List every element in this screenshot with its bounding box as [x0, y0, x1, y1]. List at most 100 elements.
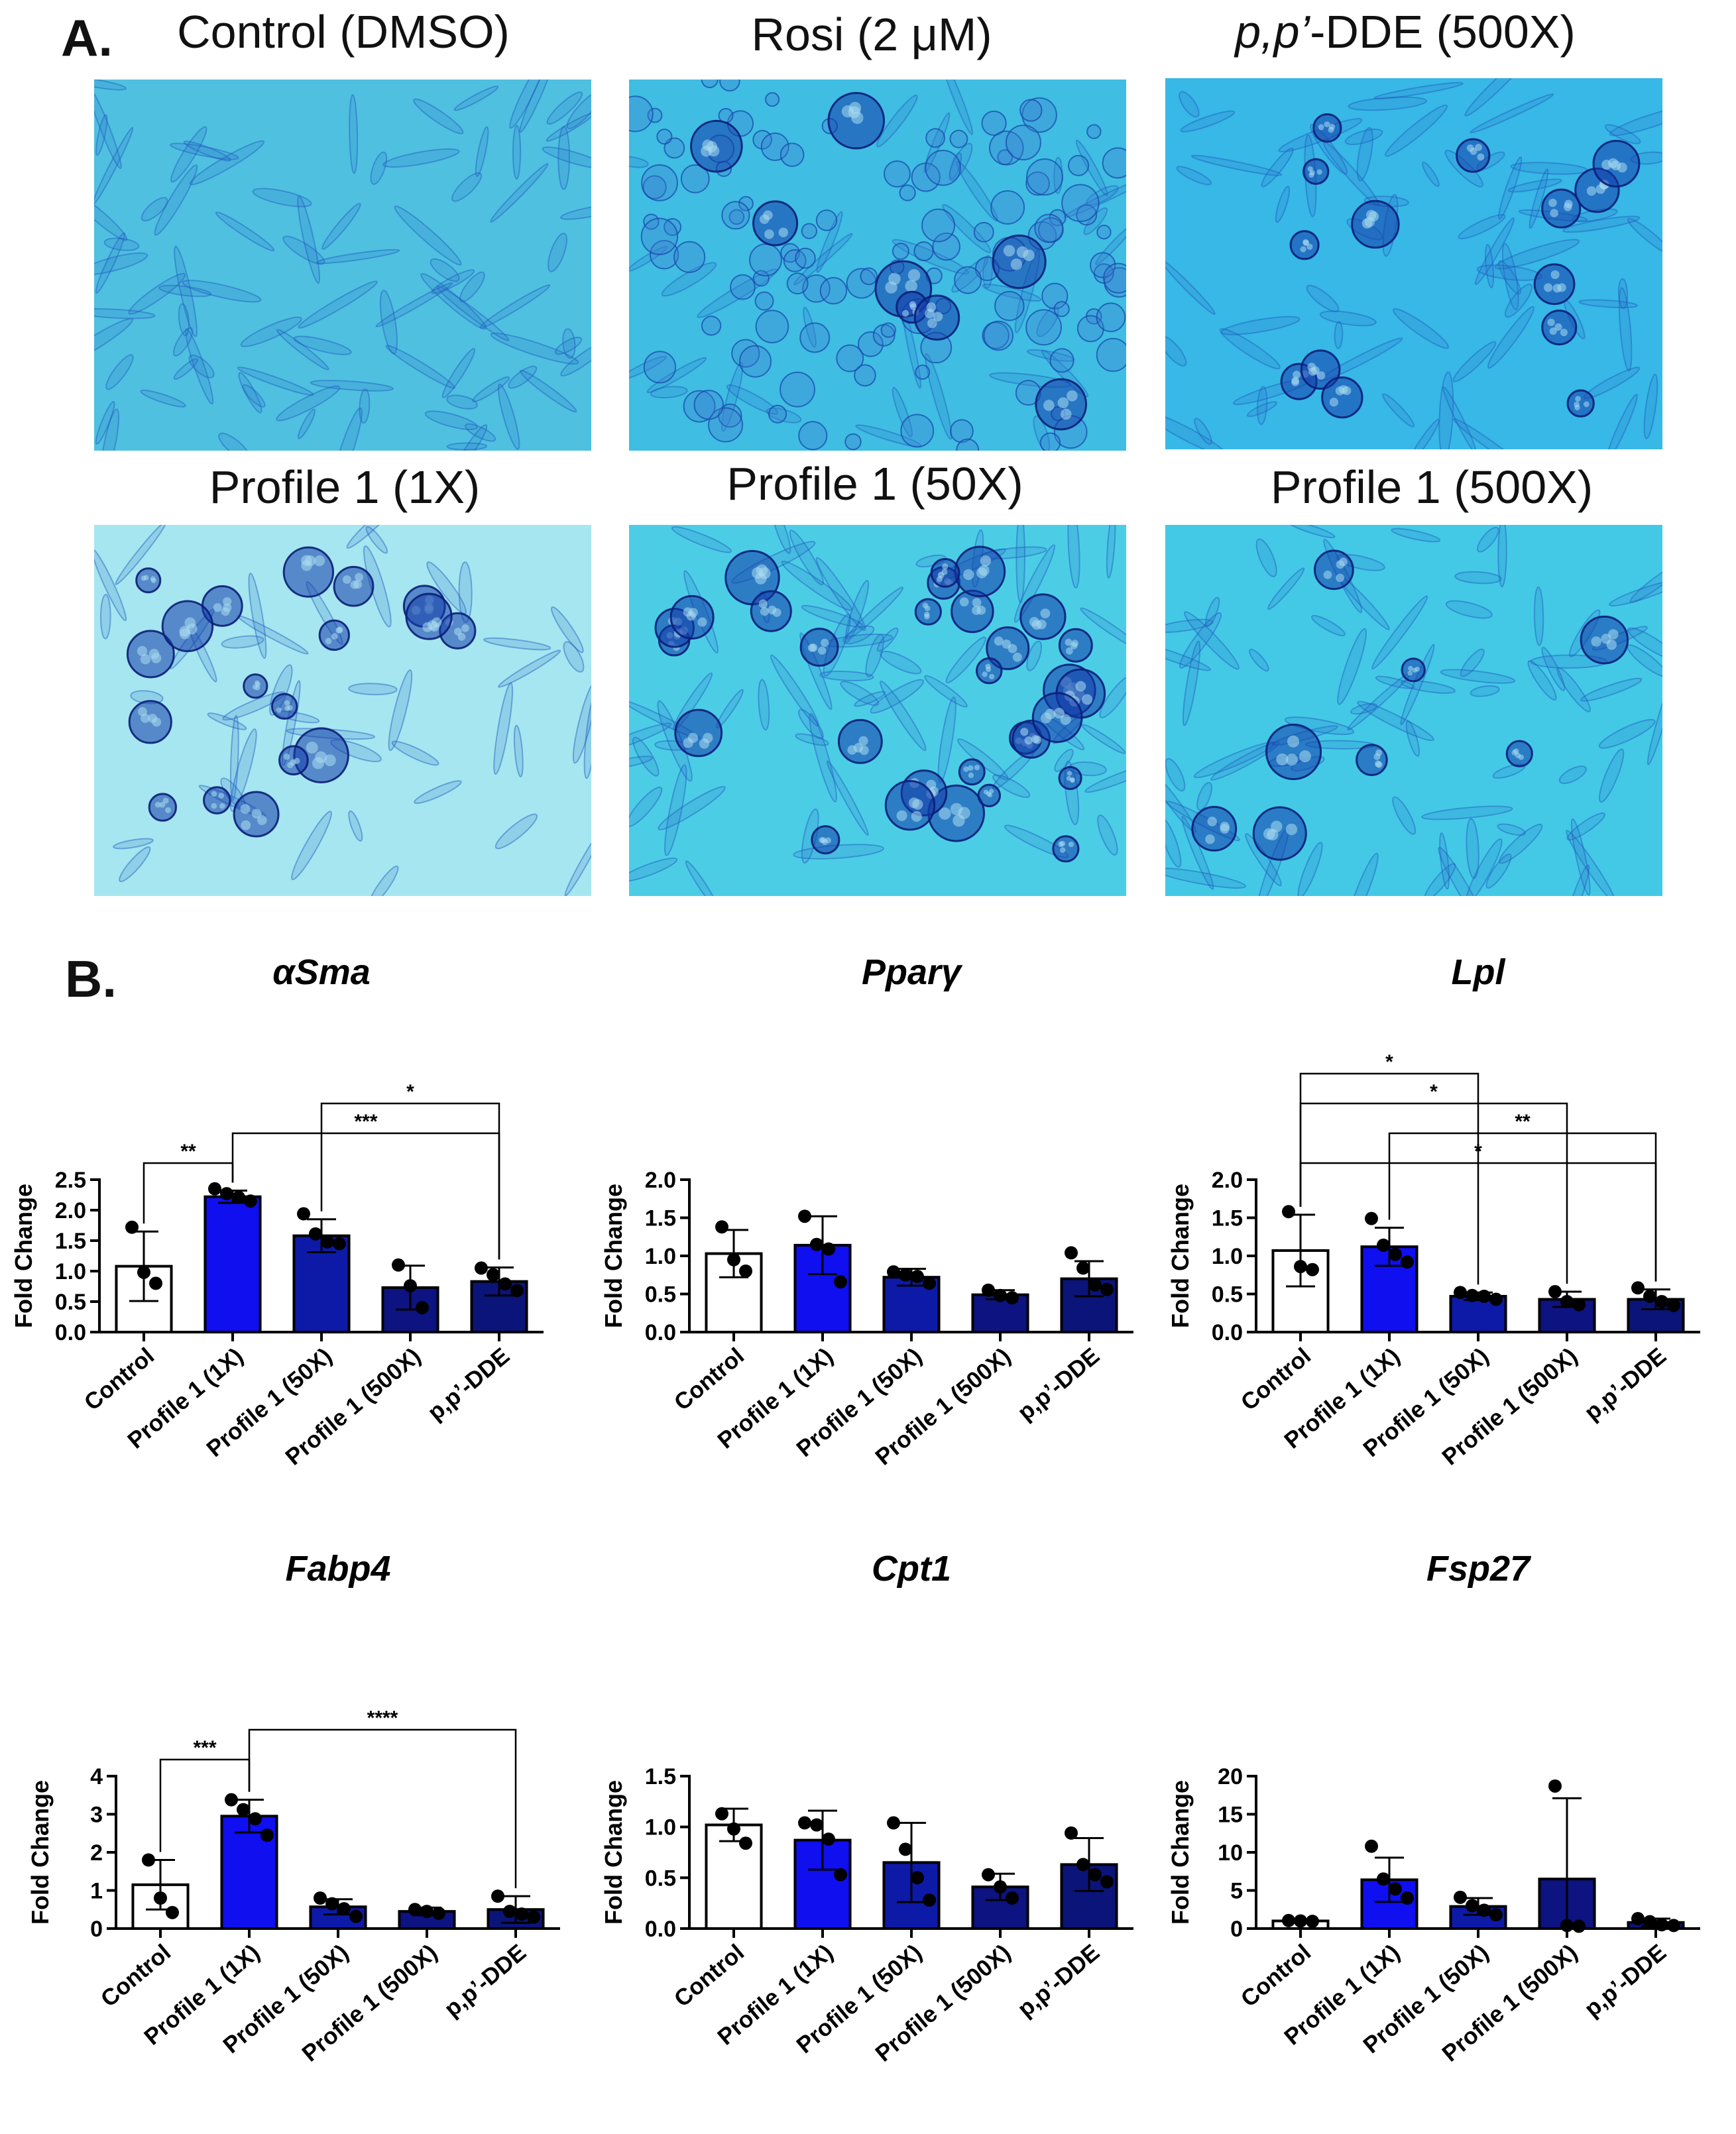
lipid-droplet	[1068, 841, 1074, 848]
fibroblast-cell	[453, 85, 499, 111]
fibroblast-cell	[1494, 239, 1580, 270]
fibroblast-cell	[348, 810, 363, 842]
lipid-droplet	[1557, 283, 1566, 292]
fibroblast-cell	[1319, 310, 1377, 327]
panel-b-label: B.	[65, 950, 117, 1008]
lipid-droplet	[342, 575, 351, 584]
significance-bracket	[1299, 1072, 1479, 1285]
fibroblast-cell	[95, 114, 108, 156]
cell	[884, 160, 911, 188]
lipid-droplet	[908, 797, 919, 809]
fibroblast-cell	[375, 282, 453, 327]
fibroblast-cell	[413, 98, 464, 135]
fibroblast-cell	[846, 587, 904, 640]
lipid-droplet	[985, 663, 991, 669]
cell	[982, 321, 1010, 349]
data-point	[715, 1807, 728, 1821]
data-point	[727, 1822, 740, 1836]
fibroblast-cell	[870, 679, 925, 714]
data-point	[739, 1836, 752, 1850]
cell	[760, 133, 789, 161]
cell	[990, 190, 1025, 225]
lipid-droplet	[1059, 840, 1066, 847]
lipid-droplet	[980, 555, 992, 567]
fibroblast-cell	[560, 204, 591, 220]
cell	[1102, 147, 1126, 179]
fibroblast-cell	[1458, 214, 1506, 240]
chart-title: αSma	[272, 952, 371, 992]
lipid-droplet	[1549, 327, 1557, 335]
fibroblast-cell	[1256, 386, 1268, 425]
fibroblast-cell	[1627, 627, 1662, 659]
fibroblast-cell	[1609, 105, 1662, 137]
fibroblast-cell	[185, 328, 214, 405]
lipid-droplet	[457, 633, 466, 641]
cell	[1103, 262, 1126, 294]
data-point	[1065, 1246, 1078, 1260]
lipid-droplet	[336, 626, 343, 634]
fibroblast-cell	[664, 764, 687, 856]
y-tick-label: 2.5	[55, 1168, 86, 1193]
fibroblast-cell	[941, 80, 974, 135]
lipid-droplet	[325, 638, 332, 645]
significance-bracket	[1388, 1132, 1657, 1282]
cell	[1005, 124, 1041, 160]
data-point	[416, 1301, 429, 1315]
lipid-droplet	[825, 837, 831, 844]
fibroblast-cell	[316, 249, 400, 264]
fibroblast-cell	[1498, 823, 1543, 864]
fibroblast-cell	[842, 625, 875, 645]
cell	[932, 232, 960, 261]
cell	[1026, 158, 1064, 196]
lipid-droplet	[942, 563, 949, 570]
cell	[739, 345, 772, 378]
fibroblast-cell	[1036, 306, 1059, 337]
lipid-droplet	[312, 757, 324, 769]
fibroblast-cell	[1165, 618, 1214, 633]
fibroblast-cell	[554, 337, 583, 355]
adipocyte	[752, 200, 799, 247]
y-tick-label: 0.5	[55, 1290, 86, 1315]
lipid-droplet	[699, 738, 710, 749]
fibroblast-cell	[542, 146, 591, 169]
fibroblast-cell	[1337, 628, 1367, 705]
data-point	[1065, 1826, 1078, 1840]
cell-texture	[629, 80, 1126, 451]
data-point	[1643, 1915, 1656, 1929]
cell	[701, 80, 719, 89]
lipid-droplet	[1466, 144, 1474, 152]
fibroblast-cell	[95, 400, 115, 445]
fibroblast-cell	[365, 526, 388, 554]
fibroblast-cell	[94, 252, 148, 276]
lipid-droplet	[1059, 847, 1066, 853]
lipid-droplet	[218, 793, 225, 799]
chart-asma: αSma Fold Change 0.0 0.5 1.0 1.5 2.0 2.5 Control…	[0, 941, 577, 1538]
data-point	[314, 1891, 327, 1905]
lipid-droplet	[1067, 390, 1078, 402]
fibroblast-cell	[1267, 567, 1305, 610]
lipid-droplet	[1012, 652, 1022, 662]
data-point	[510, 1284, 524, 1298]
lipid-droplet	[936, 576, 943, 583]
lipid-droplet	[1617, 162, 1627, 173]
data-point	[392, 1258, 405, 1272]
fibroblast-cell	[276, 385, 341, 421]
lipid-droplet	[154, 801, 161, 808]
fibroblast-cell	[497, 383, 520, 450]
fibroblast-cell	[1570, 818, 1591, 896]
lipid-droplet	[1361, 218, 1373, 229]
fibroblast-cell	[1255, 538, 1277, 577]
data-point	[1006, 1291, 1019, 1305]
cell	[994, 290, 1025, 321]
adipocyte	[1252, 806, 1307, 861]
lipid-droplet	[1291, 378, 1299, 386]
cell	[643, 351, 677, 384]
data-point	[1401, 1255, 1414, 1269]
fibroblast-cell	[1647, 679, 1662, 765]
lipid-droplet	[1575, 396, 1581, 402]
fibroblast-cell	[431, 269, 475, 294]
fibroblast-cell	[207, 712, 247, 730]
y-tick-label: 0.0	[1212, 1320, 1243, 1345]
fibroblast-cell	[1556, 667, 1591, 712]
